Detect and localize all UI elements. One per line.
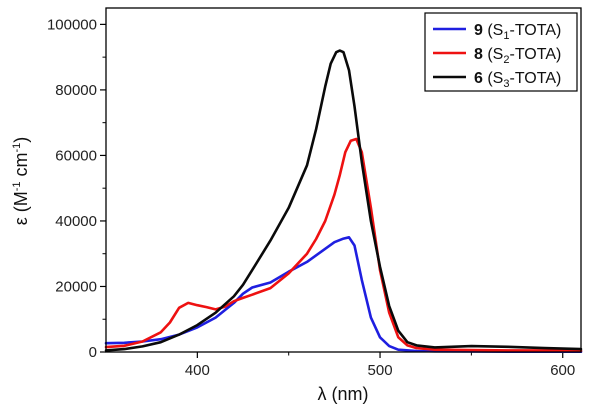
legend-entry-6: 6 (S3-TOTA)	[433, 70, 561, 90]
y-axis-title: ε (M-1 cm-1)	[11, 137, 31, 226]
y-tick-label: 60000	[55, 147, 97, 164]
x-tick-label: 600	[550, 362, 575, 379]
plot-series	[104, 49, 583, 354]
legend-label-9: 9 (S1-TOTA)	[474, 22, 561, 42]
x-tick-label: 500	[368, 362, 393, 379]
legend-entry-9: 9 (S1-TOTA)	[433, 22, 561, 42]
legend: 9 (S1-TOTA) 8 (S2-TOTA) 6 (S3-TOTA)	[424, 12, 578, 92]
y-tick-label: 20000	[55, 278, 97, 295]
series-line-8	[104, 137, 583, 353]
plot-frame	[105, 7, 582, 353]
y-tick-label: 80000	[55, 82, 97, 99]
legend-entry-8: 8 (S2-TOTA)	[433, 46, 561, 66]
series-line-6	[104, 49, 583, 352]
x-tick-labels: 400 500 600	[185, 362, 575, 379]
x-axis-title: λ (nm)	[317, 384, 368, 404]
y-tick-label: 100000	[47, 16, 97, 33]
legend-label-6: 6 (S3-TOTA)	[474, 70, 561, 90]
x-tick-label: 400	[185, 362, 210, 379]
series-line-9	[104, 236, 583, 354]
y-tick-labels: 0 20000 40000 60000 80000 100000	[47, 16, 97, 361]
y-tick-label: 0	[89, 344, 97, 361]
y-tick-label: 40000	[55, 213, 97, 230]
legend-label-8: 8 (S2-TOTA)	[474, 46, 561, 66]
